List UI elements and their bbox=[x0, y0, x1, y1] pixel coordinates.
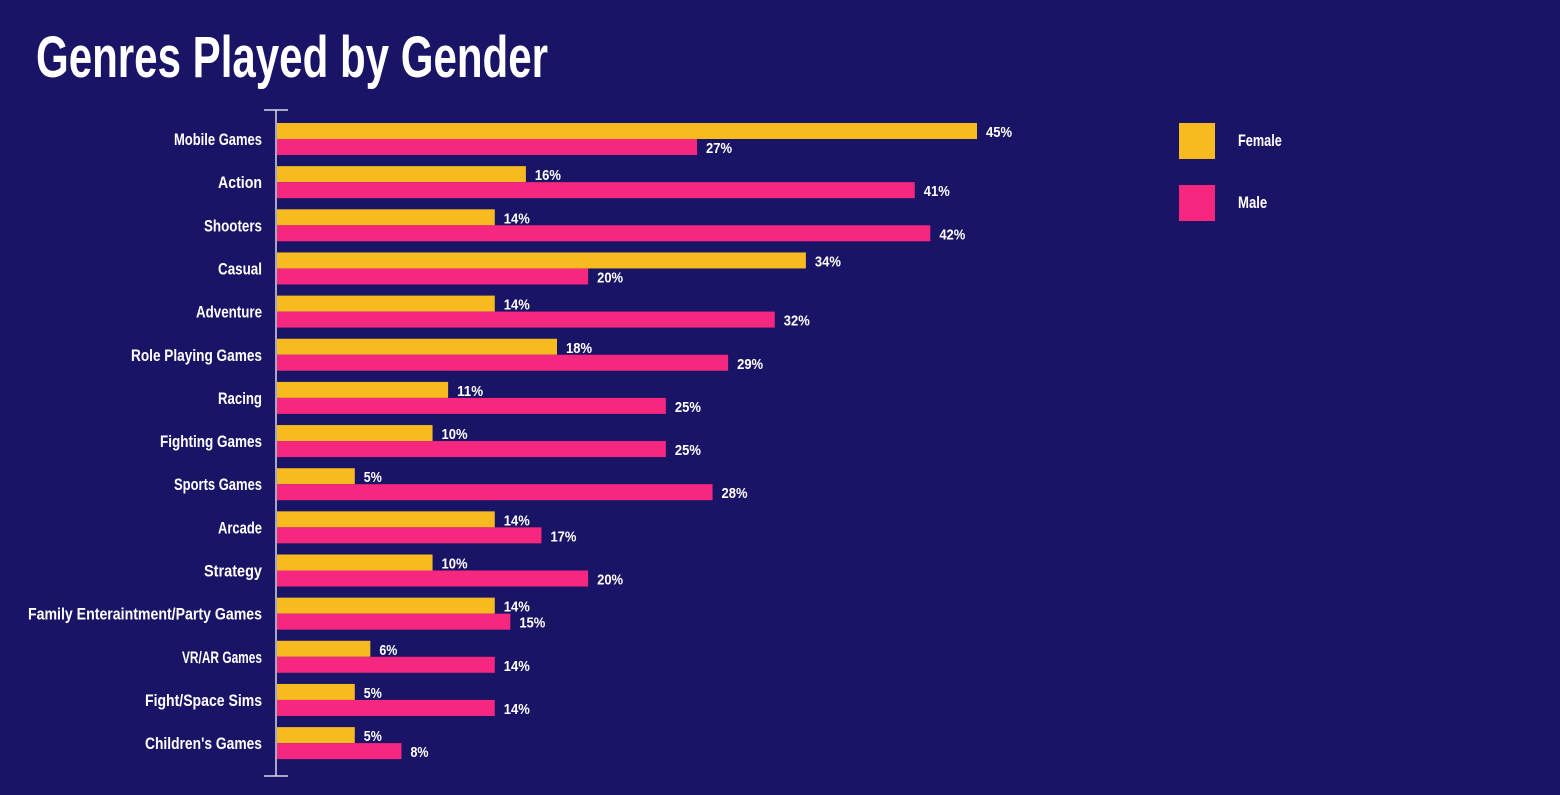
bar-female bbox=[277, 554, 433, 571]
category-label: Fighting Games bbox=[160, 432, 262, 451]
bar-female bbox=[277, 727, 355, 744]
bar-female bbox=[277, 338, 557, 355]
bar-female bbox=[277, 468, 355, 485]
category-group: Family Enteraintment/Party Games 14%15% bbox=[28, 597, 545, 632]
category-label: Arcade bbox=[218, 518, 262, 537]
category-group: Fight/Space Sims 5% 14% bbox=[145, 683, 530, 718]
legend-label: Male bbox=[1238, 193, 1267, 212]
category-group: Mobile Games 45% 27% bbox=[174, 123, 1012, 157]
category-label: Fight/Space Sims bbox=[145, 691, 262, 710]
category-group: Arcade 14% 17% bbox=[218, 511, 576, 545]
data-label: 45% bbox=[986, 124, 1012, 141]
category-label: Strategy bbox=[204, 562, 262, 581]
category-group: Fighting Games 10% 25% bbox=[160, 425, 701, 459]
data-label: 14% bbox=[504, 701, 530, 718]
category-group: Children's Games 5% 8% bbox=[145, 727, 428, 761]
category-label: Adventure bbox=[196, 303, 262, 322]
category-label: Children's Games bbox=[145, 734, 262, 753]
bar-male bbox=[277, 182, 915, 199]
category-label: Mobile Games bbox=[174, 130, 262, 149]
bar-male bbox=[277, 225, 931, 242]
data-label: 8% bbox=[410, 744, 428, 761]
category-group: Role Playing Games 18% 29% bbox=[131, 338, 763, 373]
data-label: 28% bbox=[722, 485, 748, 502]
category-label: Shooters bbox=[204, 216, 262, 235]
bar-male bbox=[277, 699, 495, 716]
bar-female bbox=[277, 123, 977, 139]
bar-female bbox=[277, 640, 371, 657]
data-label: 20% bbox=[597, 269, 623, 286]
category-group: Strategy 10% 20% bbox=[204, 554, 623, 589]
bar-male bbox=[277, 570, 589, 587]
data-label: 29% bbox=[737, 356, 763, 373]
data-label: 20% bbox=[597, 572, 623, 589]
bar-female bbox=[277, 209, 495, 226]
data-label: 11% bbox=[457, 383, 483, 400]
category-label: Sports Games bbox=[174, 475, 262, 494]
bar-male bbox=[277, 527, 542, 544]
bar-male bbox=[277, 441, 666, 458]
legend-label: Female bbox=[1238, 131, 1282, 150]
data-label: 14% bbox=[504, 512, 530, 529]
data-label: 14% bbox=[504, 210, 530, 227]
legend-swatch-male bbox=[1179, 185, 1215, 221]
data-label: 15% bbox=[519, 615, 545, 632]
legend: Female Male bbox=[1179, 123, 1282, 221]
category-label: Casual bbox=[218, 259, 262, 278]
data-label: 10% bbox=[442, 556, 468, 573]
category-label: Role Playing Games bbox=[131, 346, 262, 365]
bar-female bbox=[277, 166, 526, 183]
bar-female bbox=[277, 252, 806, 269]
bar-female bbox=[277, 597, 495, 614]
bar-male bbox=[277, 268, 589, 285]
category-group: Casual 34% 20% bbox=[218, 252, 841, 286]
category-group: Racing 11% 25% bbox=[218, 381, 701, 416]
category-label: VR/AR Games bbox=[182, 648, 262, 667]
data-label: 14% bbox=[504, 599, 530, 616]
data-label: 14% bbox=[504, 658, 530, 675]
category-group: Sports Games 5% 28% bbox=[174, 468, 748, 502]
bar-female bbox=[277, 381, 449, 398]
bar-male bbox=[277, 139, 697, 155]
bar-female bbox=[277, 295, 495, 312]
bar-female bbox=[277, 511, 495, 528]
category-label: Action bbox=[218, 173, 262, 192]
category-group: Action 16% 41% bbox=[218, 166, 950, 200]
bar-male bbox=[277, 354, 729, 371]
data-label: 32% bbox=[784, 313, 810, 330]
category-group: Shooters 14% 42% bbox=[204, 209, 965, 243]
data-label: 41% bbox=[924, 183, 950, 200]
data-label: 16% bbox=[535, 167, 561, 184]
legend-swatch-female bbox=[1179, 123, 1215, 159]
bar-male bbox=[277, 613, 511, 630]
bar-male bbox=[277, 484, 713, 501]
data-label: 18% bbox=[566, 340, 592, 357]
chart-title: Genres Played by Gender bbox=[36, 25, 548, 90]
data-label: 17% bbox=[550, 528, 576, 545]
data-label: 5% bbox=[364, 469, 382, 486]
bar-male bbox=[277, 397, 666, 414]
bar-female bbox=[277, 425, 433, 442]
bar-male bbox=[277, 656, 495, 673]
data-label: 42% bbox=[939, 226, 965, 243]
data-label: 25% bbox=[675, 442, 701, 459]
category-label: Racing bbox=[218, 389, 262, 408]
bar-female bbox=[277, 683, 355, 700]
data-label: 10% bbox=[442, 426, 468, 443]
bar-male bbox=[277, 743, 402, 760]
bar-male bbox=[277, 311, 775, 328]
data-label: 5% bbox=[364, 728, 382, 745]
data-label: 14% bbox=[504, 297, 530, 314]
data-label: 27% bbox=[706, 140, 732, 157]
category-label: Family Enteraintment/Party Games bbox=[28, 605, 262, 624]
y-axis bbox=[264, 109, 288, 777]
data-label: 25% bbox=[675, 399, 701, 416]
data-label: 34% bbox=[815, 253, 841, 270]
category-group: Adventure 14% 32% bbox=[196, 295, 810, 330]
data-label: 6% bbox=[379, 642, 397, 659]
category-group: VR/AR Games 6% 14% bbox=[182, 640, 530, 675]
data-label: 5% bbox=[364, 685, 382, 702]
